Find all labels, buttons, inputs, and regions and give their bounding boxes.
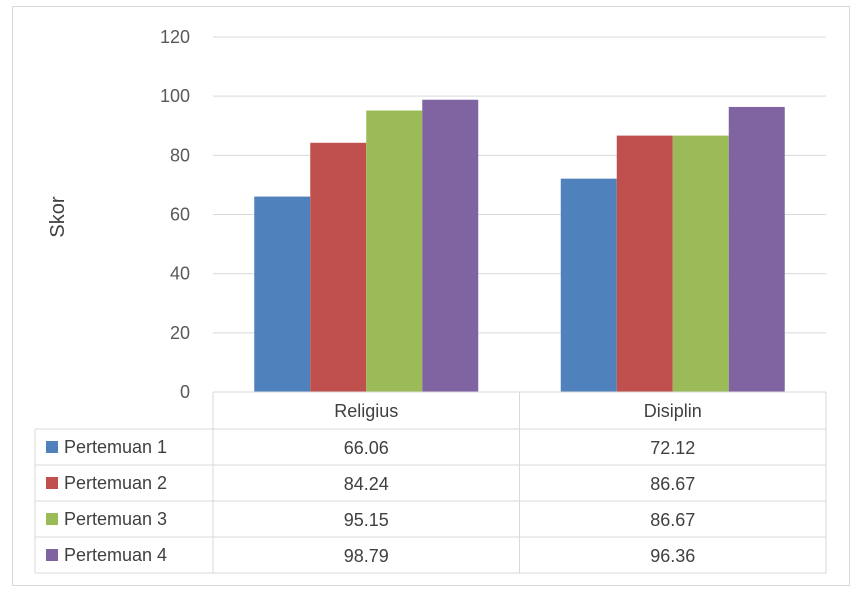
chart-frame	[12, 6, 850, 586]
y-tick-label: 80	[170, 145, 190, 165]
data-table-value: 98.79	[344, 546, 389, 566]
y-tick-label: 100	[160, 86, 190, 106]
y-axis-label: Skor	[47, 196, 69, 237]
legend-swatch	[46, 549, 58, 561]
legend-swatch	[46, 441, 58, 453]
bar	[560, 178, 617, 392]
bar	[728, 106, 785, 392]
data-table-value: 84.24	[344, 474, 389, 494]
legend-label: Pertemuan 1	[64, 437, 167, 457]
legend-label: Pertemuan 2	[64, 473, 167, 493]
bar	[310, 142, 367, 392]
data-table-value: 66.06	[344, 438, 389, 458]
y-tick-label: 0	[180, 382, 190, 402]
legend-swatch	[46, 513, 58, 525]
category-label: Disiplin	[644, 401, 702, 421]
bar	[254, 196, 311, 392]
bar	[672, 135, 729, 392]
data-table-value: 86.67	[650, 474, 695, 494]
legend-label: Pertemuan 3	[64, 509, 167, 529]
bar	[422, 99, 479, 392]
legend-swatch	[46, 477, 58, 489]
data-table-value: 96.36	[650, 546, 695, 566]
y-tick-label: 40	[170, 264, 190, 284]
data-table-value: 72.12	[650, 438, 695, 458]
category-label: Religius	[334, 401, 398, 421]
y-tick-label: 60	[170, 205, 190, 225]
data-table-value: 95.15	[344, 510, 389, 530]
legend-label: Pertemuan 4	[64, 545, 167, 565]
bar	[616, 135, 673, 392]
bar	[366, 110, 423, 392]
y-tick-label: 20	[170, 323, 190, 343]
y-tick-label: 120	[160, 27, 190, 47]
data-table-value: 86.67	[650, 510, 695, 530]
